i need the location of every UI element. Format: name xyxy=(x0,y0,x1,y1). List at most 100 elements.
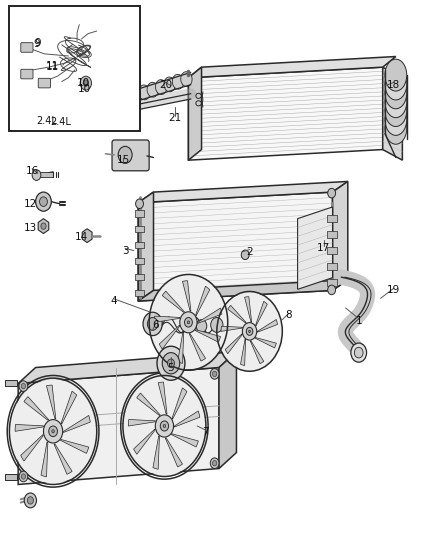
Text: 13: 13 xyxy=(24,223,37,233)
Polygon shape xyxy=(21,434,43,461)
Circle shape xyxy=(167,359,174,368)
Text: 11: 11 xyxy=(46,61,59,71)
Ellipse shape xyxy=(385,86,407,118)
Ellipse shape xyxy=(181,72,192,86)
Polygon shape xyxy=(134,429,155,454)
Circle shape xyxy=(246,327,253,335)
Polygon shape xyxy=(158,382,167,414)
Circle shape xyxy=(21,383,25,389)
Bar xyxy=(327,279,337,286)
Polygon shape xyxy=(383,67,403,160)
Polygon shape xyxy=(188,56,396,78)
Circle shape xyxy=(351,343,367,362)
Polygon shape xyxy=(159,325,180,349)
Circle shape xyxy=(80,76,92,90)
Circle shape xyxy=(11,379,96,483)
Polygon shape xyxy=(225,334,242,354)
Polygon shape xyxy=(171,434,198,447)
Bar xyxy=(135,290,144,296)
Polygon shape xyxy=(61,391,77,424)
Polygon shape xyxy=(256,301,267,326)
Circle shape xyxy=(354,348,363,358)
Text: 14: 14 xyxy=(75,232,88,243)
Circle shape xyxy=(19,381,28,391)
Text: 11: 11 xyxy=(46,62,59,72)
Text: 7: 7 xyxy=(203,427,209,438)
Text: 18: 18 xyxy=(387,80,400,90)
Circle shape xyxy=(212,371,217,376)
Polygon shape xyxy=(18,368,219,484)
Bar xyxy=(135,210,144,216)
Polygon shape xyxy=(198,308,222,324)
Polygon shape xyxy=(297,207,332,289)
Text: 8: 8 xyxy=(286,310,292,320)
Circle shape xyxy=(157,346,185,380)
Text: 21: 21 xyxy=(169,112,182,123)
Polygon shape xyxy=(189,334,205,361)
Text: 2.4L: 2.4L xyxy=(50,117,71,127)
Polygon shape xyxy=(196,286,210,316)
Text: 16: 16 xyxy=(25,166,39,176)
Polygon shape xyxy=(153,436,159,469)
Ellipse shape xyxy=(147,82,159,97)
Circle shape xyxy=(184,318,192,327)
Ellipse shape xyxy=(172,75,184,89)
Circle shape xyxy=(21,474,25,479)
Polygon shape xyxy=(219,352,237,469)
Bar xyxy=(135,242,144,248)
Circle shape xyxy=(19,471,28,482)
Bar xyxy=(327,247,337,254)
Ellipse shape xyxy=(385,103,407,135)
Polygon shape xyxy=(54,444,72,474)
Text: 4: 4 xyxy=(111,296,117,306)
Circle shape xyxy=(150,276,227,369)
FancyBboxPatch shape xyxy=(112,140,149,171)
Text: 3: 3 xyxy=(122,246,128,255)
Polygon shape xyxy=(138,192,153,301)
Circle shape xyxy=(124,376,205,475)
Bar xyxy=(135,258,144,264)
Text: 1: 1 xyxy=(355,316,362,326)
Polygon shape xyxy=(154,316,180,322)
Bar xyxy=(5,379,17,386)
Circle shape xyxy=(41,223,46,229)
Polygon shape xyxy=(174,411,200,427)
Circle shape xyxy=(249,330,251,333)
Polygon shape xyxy=(60,440,89,454)
Polygon shape xyxy=(221,326,243,332)
Bar xyxy=(135,226,144,232)
Circle shape xyxy=(136,199,144,208)
Text: 12: 12 xyxy=(24,199,37,209)
Ellipse shape xyxy=(385,68,407,100)
Polygon shape xyxy=(15,424,44,431)
Text: 2: 2 xyxy=(246,247,253,256)
Text: 9: 9 xyxy=(35,38,41,48)
Circle shape xyxy=(212,461,217,466)
Polygon shape xyxy=(24,397,49,420)
Polygon shape xyxy=(195,330,221,342)
Polygon shape xyxy=(240,339,246,366)
Circle shape xyxy=(328,285,336,295)
Circle shape xyxy=(160,421,169,431)
FancyBboxPatch shape xyxy=(38,78,50,88)
Ellipse shape xyxy=(385,112,407,144)
Circle shape xyxy=(52,430,54,433)
Circle shape xyxy=(162,353,180,374)
Polygon shape xyxy=(138,181,348,203)
Polygon shape xyxy=(41,442,48,477)
Polygon shape xyxy=(332,181,348,290)
Circle shape xyxy=(35,192,51,211)
Circle shape xyxy=(148,318,158,330)
FancyBboxPatch shape xyxy=(21,69,33,79)
Polygon shape xyxy=(188,67,383,160)
Circle shape xyxy=(241,250,249,260)
Polygon shape xyxy=(137,393,160,416)
Polygon shape xyxy=(244,297,251,322)
Circle shape xyxy=(32,169,41,180)
Polygon shape xyxy=(128,419,155,426)
Polygon shape xyxy=(162,291,184,312)
Polygon shape xyxy=(177,332,184,364)
Polygon shape xyxy=(250,341,264,364)
Bar xyxy=(5,474,17,480)
Text: 10: 10 xyxy=(78,84,91,94)
